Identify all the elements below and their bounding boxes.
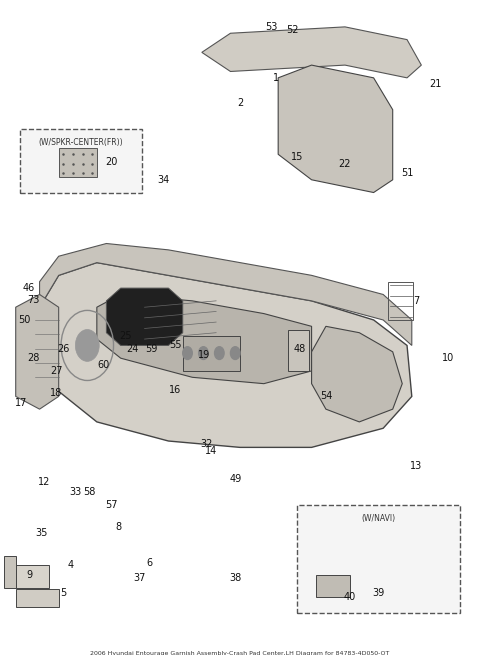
Text: 33: 33: [69, 487, 82, 497]
Text: 52: 52: [286, 25, 299, 35]
Text: 1: 1: [273, 73, 279, 83]
Text: 27: 27: [50, 366, 62, 376]
Text: 14: 14: [205, 445, 217, 456]
Text: 9: 9: [26, 570, 32, 580]
Bar: [388, 282, 413, 320]
Text: 48: 48: [294, 344, 306, 354]
Text: 37: 37: [133, 573, 146, 583]
Text: 57: 57: [105, 500, 118, 510]
FancyBboxPatch shape: [297, 505, 459, 613]
Text: 73: 73: [28, 295, 40, 305]
Text: 15: 15: [291, 153, 303, 162]
Circle shape: [183, 346, 192, 360]
Text: 58: 58: [84, 487, 96, 497]
Text: (W/SPKR-CENTER(FR)): (W/SPKR-CENTER(FR)): [38, 138, 123, 147]
Text: 21: 21: [430, 79, 442, 89]
Text: 32: 32: [201, 440, 213, 449]
Text: 60: 60: [98, 360, 110, 369]
FancyBboxPatch shape: [20, 129, 142, 193]
Text: 26: 26: [57, 344, 70, 354]
Text: 5: 5: [60, 588, 67, 597]
PathPatch shape: [107, 288, 183, 345]
Circle shape: [215, 346, 224, 360]
Text: 24: 24: [126, 344, 139, 354]
Text: 8: 8: [115, 522, 121, 532]
Text: 2006 Hyundai Entourage Garnish Assembly-Crash Pad Center,LH Diagram for 84783-4D: 2006 Hyundai Entourage Garnish Assembly-…: [90, 651, 390, 655]
Text: 6: 6: [146, 558, 152, 569]
PathPatch shape: [202, 27, 421, 78]
Circle shape: [75, 329, 99, 362]
Bar: [288, 329, 309, 371]
Text: 19: 19: [198, 350, 210, 360]
Text: 12: 12: [38, 477, 50, 487]
Text: 22: 22: [339, 159, 351, 169]
PathPatch shape: [97, 295, 312, 384]
Text: 7: 7: [413, 296, 420, 306]
Text: 40: 40: [344, 592, 356, 602]
Text: 51: 51: [401, 168, 413, 178]
Text: 16: 16: [169, 385, 182, 395]
Text: 13: 13: [410, 462, 423, 472]
Text: 25: 25: [119, 331, 132, 341]
PathPatch shape: [16, 295, 59, 409]
Text: 18: 18: [50, 388, 62, 398]
PathPatch shape: [39, 244, 412, 345]
Text: 2: 2: [237, 98, 243, 108]
Circle shape: [230, 346, 240, 360]
Text: 28: 28: [28, 353, 40, 363]
Text: 35: 35: [36, 529, 48, 538]
Bar: [183, 336, 240, 371]
Bar: [16, 565, 49, 588]
Text: 10: 10: [442, 353, 454, 363]
Text: (W/NAVI): (W/NAVI): [361, 514, 396, 523]
Text: 46: 46: [23, 283, 35, 293]
Text: 17: 17: [15, 398, 28, 408]
Text: 53: 53: [265, 22, 277, 32]
PathPatch shape: [39, 263, 412, 447]
Text: 54: 54: [320, 392, 332, 402]
Text: 4: 4: [68, 560, 73, 571]
Bar: [4, 555, 16, 588]
Bar: [16, 589, 59, 607]
Circle shape: [199, 346, 208, 360]
Bar: [59, 148, 97, 177]
Text: 34: 34: [157, 175, 170, 185]
Text: 50: 50: [18, 315, 31, 325]
Text: 59: 59: [145, 344, 158, 354]
Text: 55: 55: [169, 341, 182, 350]
PathPatch shape: [278, 65, 393, 193]
Text: 38: 38: [229, 573, 241, 583]
Bar: [316, 575, 350, 597]
PathPatch shape: [312, 326, 402, 422]
Text: 39: 39: [372, 588, 384, 597]
Text: 49: 49: [229, 474, 241, 484]
Text: 20: 20: [105, 157, 117, 167]
